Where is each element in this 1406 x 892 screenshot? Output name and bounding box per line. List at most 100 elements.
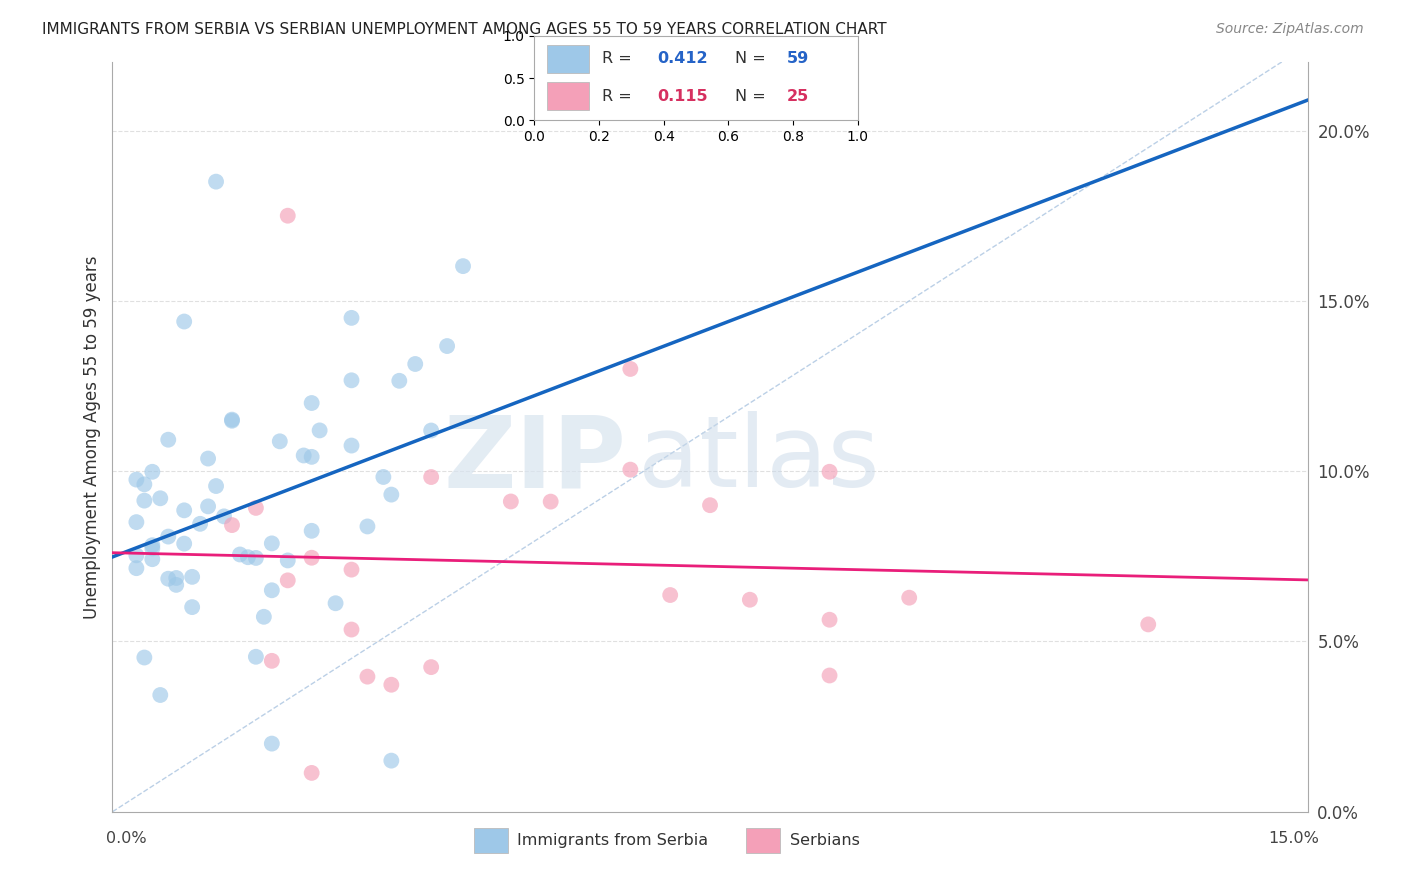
Point [818,465,841,479]
Point [157,530,180,544]
Point [245,550,267,565]
Point [181,570,204,584]
Point [173,314,195,328]
Point [205,175,228,189]
Point [260,654,283,668]
Point [277,209,299,223]
Point [301,396,323,410]
Point [173,536,195,550]
Point [221,518,243,533]
Point [499,494,522,508]
Point [340,310,363,325]
Point [340,563,363,577]
Point [659,588,682,602]
Point [157,433,180,447]
Point [260,737,283,751]
Point [125,515,148,529]
Text: 0.115: 0.115 [657,89,707,103]
Point [221,414,243,428]
Point [165,571,187,585]
Text: R =: R = [602,52,637,67]
Point [165,578,187,592]
Point [898,591,921,605]
Point [420,424,443,438]
Point [380,678,402,692]
Text: N =: N = [735,52,770,67]
Point [141,465,163,479]
Point [253,609,276,624]
Point [188,516,211,531]
Point [221,412,243,426]
Point [149,491,172,506]
Point [301,550,323,565]
Point [404,357,426,371]
Point [380,487,402,501]
Text: 0.0%: 0.0% [107,831,146,846]
Bar [747,828,780,853]
Point [340,373,363,387]
Point [173,503,195,517]
Point [236,550,259,565]
Text: atlas: atlas [638,411,880,508]
Point [125,473,148,487]
Point [340,623,363,637]
Point [212,509,235,524]
Point [373,470,395,484]
Point [420,470,443,484]
Point [301,450,323,464]
Text: R =: R = [602,89,637,103]
Point [325,596,347,610]
Text: N =: N = [735,89,770,103]
Point [134,493,156,508]
Point [141,541,163,556]
Point [619,362,641,376]
Point [277,574,299,588]
Point [125,561,148,575]
Y-axis label: Unemployment Among Ages 55 to 59 years: Unemployment Among Ages 55 to 59 years [83,255,101,619]
Point [134,477,156,491]
Point [277,553,299,567]
Text: 59: 59 [786,52,808,67]
Text: ZIP: ZIP [443,411,627,508]
Point [125,549,148,563]
Point [619,463,641,477]
Point [134,650,156,665]
Point [380,754,402,768]
Text: 25: 25 [786,89,808,103]
Bar [474,828,508,853]
Point [260,536,283,550]
Point [818,668,841,682]
Point [181,600,204,615]
Point [1137,617,1160,632]
Text: Source: ZipAtlas.com: Source: ZipAtlas.com [1216,22,1364,37]
Point [301,765,323,780]
Point [141,538,163,552]
Point [818,613,841,627]
Point [301,524,323,538]
Point [245,500,267,515]
Point [738,592,761,607]
Point [356,670,378,684]
Text: Serbians: Serbians [790,833,859,847]
Point [157,572,180,586]
Point [420,660,443,674]
Point [149,688,172,702]
Bar [547,45,589,73]
Point [340,439,363,453]
Point [388,374,411,388]
Text: Immigrants from Serbia: Immigrants from Serbia [517,833,709,847]
Point [451,259,474,273]
Point [229,548,252,562]
Point [141,552,163,566]
Text: 0.412: 0.412 [657,52,707,67]
Point [292,449,315,463]
Point [436,339,458,353]
Text: IMMIGRANTS FROM SERBIA VS SERBIAN UNEMPLOYMENT AMONG AGES 55 TO 59 YEARS CORRELA: IMMIGRANTS FROM SERBIA VS SERBIAN UNEMPL… [42,22,887,37]
Text: 15.0%: 15.0% [1268,831,1319,846]
Point [245,649,267,664]
Point [356,519,378,533]
Bar [547,82,589,111]
Point [699,498,721,512]
Point [308,424,330,438]
Point [205,479,228,493]
